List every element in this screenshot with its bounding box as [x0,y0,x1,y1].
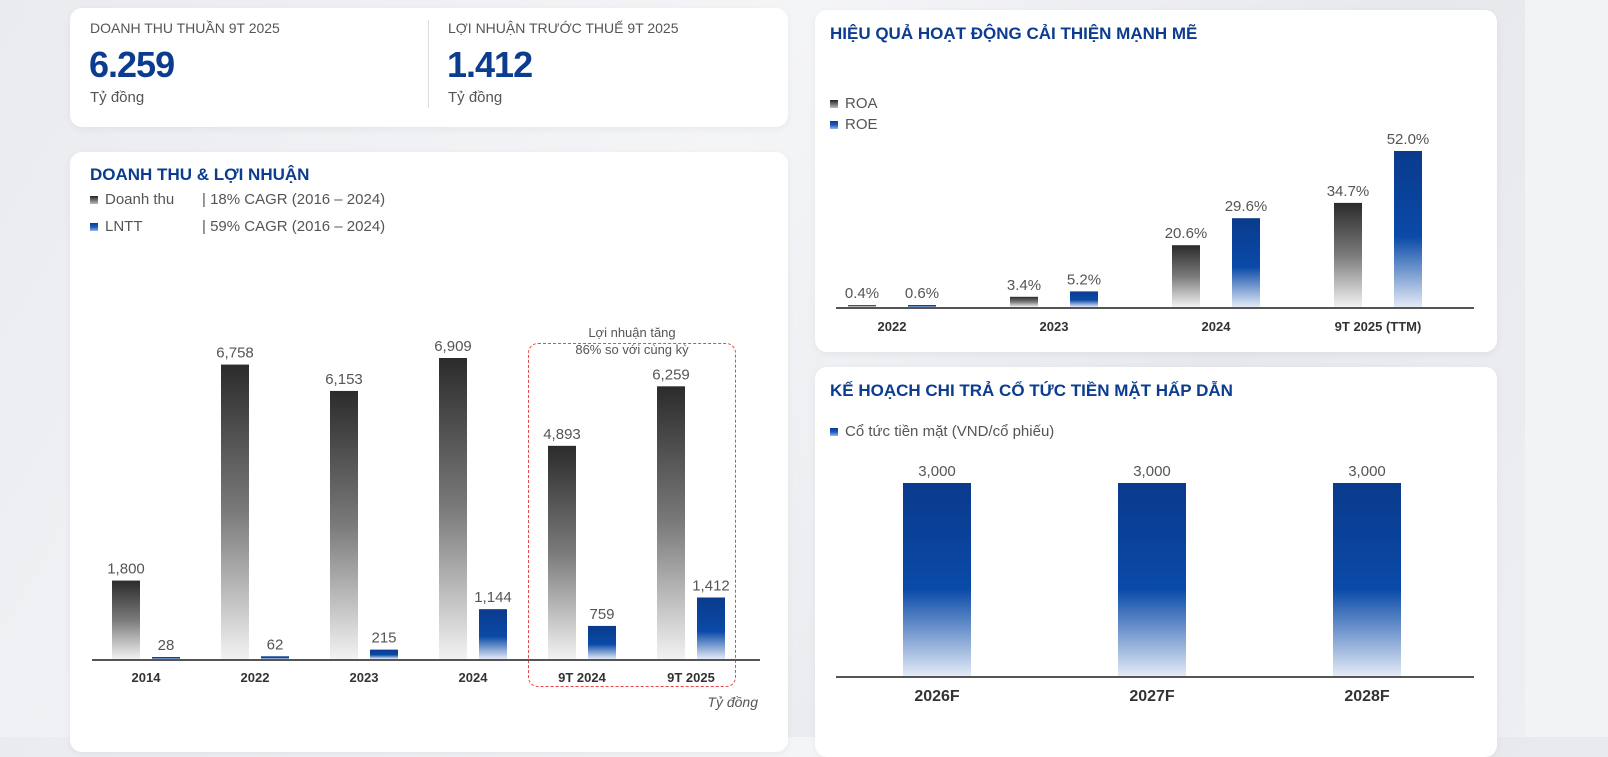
data-label: 3,000 [1348,463,1386,480]
category-label: 2027F [1129,688,1175,705]
bar-lntt-9t-2025 [697,597,725,659]
category-label: 9T 2025 [667,670,715,685]
legend-note: | 18% CAGR (2016 – 2024) [202,191,386,208]
unit-label: Tỷ đồng [707,694,758,710]
bar-c-t-c-ti-n-m-t-vnd-c-phi-u--2026f [903,483,971,676]
category-label: 2014 [132,670,162,685]
data-label: 28 [158,637,175,654]
legend-swatch-blue [830,427,838,436]
bar-lntt-2023 [370,649,398,659]
legend-swatch-dark [830,99,838,108]
category-label: 2023 [1040,319,1069,334]
legend-swatch-blue [90,222,98,231]
category-label: 2024 [459,670,489,685]
bar-doanh-thu-2023 [330,390,358,659]
category-label: 2026F [914,688,960,705]
bar-lntt-2024 [479,609,507,659]
data-label: 3,000 [918,463,956,480]
bar-roe-2023 [1070,291,1098,307]
bar-roe-2024 [1232,218,1260,307]
category-label: 2024 [1202,319,1232,334]
roa-roe-title: HIỆU QUẢ HOẠT ĐỘNG CẢI THIỆN MẠNH MẼ [830,24,1198,43]
legend-label: LNTT [105,218,143,235]
data-label: 62 [267,636,284,653]
bar-roe-9t-2025-ttm- [1394,151,1422,307]
bar-doanh-thu-2014 [112,580,140,659]
revenue-value: 6.259 [89,44,175,85]
data-label: 215 [371,630,396,647]
annotation-line1: Lợi nhuận tăng [588,325,676,340]
bar-doanh-thu-2022 [221,364,249,659]
bar-roa-2022 [848,305,876,307]
data-label: 1,412 [692,577,730,594]
annotation-line2: 86% so với cùng kỳ [575,342,689,357]
revenue-label: DOANH THU THUẦN 9T 2025 [90,20,280,36]
revenue-profit-title: DOANH THU & LỢI NHUẬN [90,165,310,184]
revenue-unit: Tỷ đồng [90,89,145,106]
category-label: 2022 [241,670,270,685]
category-label: 2022 [878,319,907,334]
legend-swatch-dark [90,195,98,204]
data-label: 6,259 [652,366,690,383]
data-label: 29.6% [1225,198,1268,215]
bar-c-t-c-ti-n-m-t-vnd-c-phi-u--2027f [1118,483,1186,676]
data-label: 20.6% [1165,225,1208,242]
bar-lntt-9t-2024 [588,625,616,659]
legend-roa: ROA [830,95,878,112]
data-label: 6,909 [434,338,472,355]
data-label: 0.4% [845,285,879,302]
dividend-title: KẾ HOẠCH CHI TRẢ CỔ TỨC TIỀN MẶT HẤP DẪN [830,381,1233,400]
category-label: 9T 2025 (TTM) [1335,319,1422,334]
data-label: 5.2% [1067,271,1101,288]
highlight-box [528,343,736,687]
bar-c-t-c-ti-n-m-t-vnd-c-phi-u--2028f [1333,483,1401,676]
bar-roa-9t-2025-ttm- [1334,202,1362,307]
bar-roa-2024 [1172,245,1200,307]
data-label: 1,800 [107,561,145,578]
bar-lntt-2022 [261,656,289,659]
data-label: 0.6% [905,285,939,302]
legend-label: ROA [845,95,878,112]
data-label: 52.0% [1387,131,1430,148]
category-label: 2023 [350,670,379,685]
data-label: 6,758 [216,345,254,362]
kpi-card: DOANH THU THUẦN 9T 2025 6.259 Tỷ đồng LỢ… [70,8,788,127]
legend-dividend: Cổ tức tiền mặt (VND/cổ phiếu) [830,423,1054,440]
charts-layer: 1,800 28 2014 6,758 62 2022 6,153 215 2023 6,909 1… [92,131,1474,705]
legend-note: | 59% CAGR (2016 – 2024) [202,218,386,235]
profit-value: 1.412 [447,44,533,85]
bar-lntt-2014 [152,657,180,659]
legend-roe: ROE [830,116,878,133]
bar-roe-2022 [908,305,936,307]
data-label: 4,893 [543,426,581,443]
bar-doanh-thu-9t-2024 [548,445,576,659]
legend-swatch-blue [830,120,838,129]
data-label: 3.4% [1007,277,1041,294]
category-label: 9T 2024 [558,670,606,685]
profit-label: LỢI NHUẬN TRƯỚC THUẾ 9T 2025 [448,20,679,36]
category-label: 2028F [1344,688,1390,705]
background-strip [1525,0,1608,737]
bar-doanh-thu-2024 [439,358,467,659]
roa-roe-card [815,10,1497,352]
data-label: 34.7% [1327,183,1370,200]
data-label: 759 [589,606,614,623]
legend-label: Doanh thu [105,191,175,208]
kpi-divider [428,20,429,108]
legend-label: ROE [845,116,878,133]
data-label: 6,153 [325,371,363,388]
data-label: 1,144 [474,589,512,606]
data-label: 3,000 [1133,463,1171,480]
bar-doanh-thu-9t-2025 [657,386,685,659]
profit-unit: Tỷ đồng [448,89,503,106]
legend-profit: LNTT | 59% CAGR (2016 – 2024) [90,218,385,235]
bar-roa-2023 [1010,296,1038,307]
legend-revenue: Doanh thu | 18% CAGR (2016 – 2024) [90,191,385,208]
legend-label: Cổ tức tiền mặt (VND/cổ phiếu) [845,423,1055,440]
